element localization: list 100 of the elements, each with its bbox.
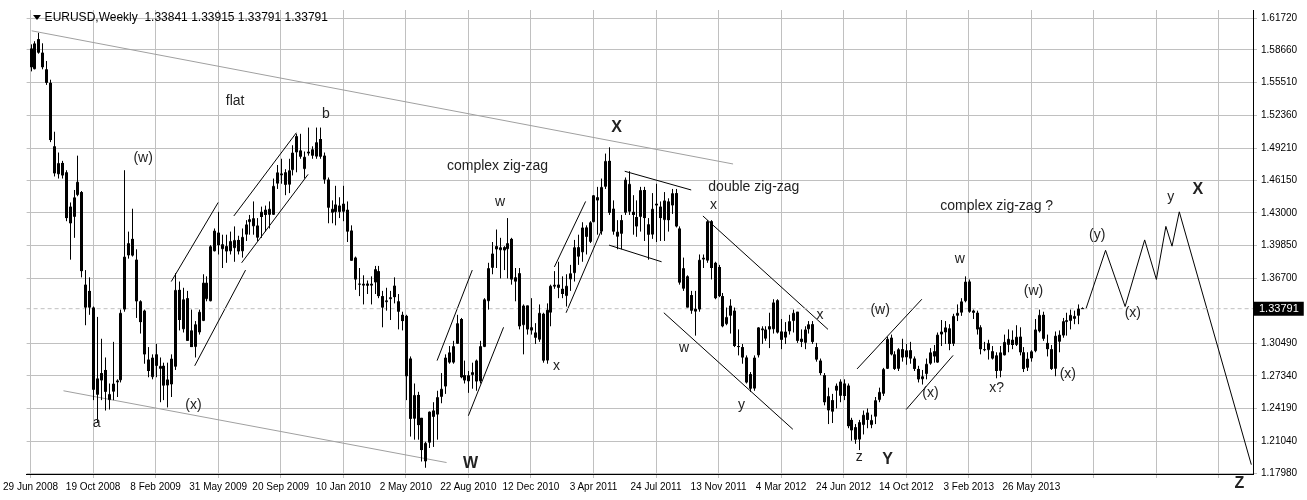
x-tick-label: 22 Aug 2010 <box>440 480 497 492</box>
y-tick-label: 1.30490 <box>1261 336 1298 348</box>
x-tick-label: 20 Sep 2009 <box>252 480 310 492</box>
annotation: (x) <box>1059 364 1076 381</box>
y-tick-label: 1.49210 <box>1261 142 1298 154</box>
annotation: (w) <box>870 301 890 318</box>
candlestick <box>831 393 834 424</box>
candlestick <box>897 347 900 372</box>
candlestick <box>651 192 654 240</box>
candlestick <box>659 200 662 242</box>
candlestick <box>909 341 912 365</box>
candlestick <box>252 200 255 236</box>
candlestick <box>1011 329 1014 350</box>
candlestick <box>882 367 885 397</box>
candlestick <box>925 358 928 380</box>
candlestick <box>944 320 947 345</box>
candlestick <box>217 211 220 255</box>
candlestick <box>632 194 635 236</box>
candlestick <box>233 225 236 263</box>
candlestick <box>753 354 756 392</box>
chart-title: EURUSD,Weekly 1.33841 1.33915 1.33791 1.33791 <box>44 10 329 25</box>
candlestick <box>854 423 857 445</box>
candlestick <box>260 206 263 239</box>
candlestick <box>999 345 1002 378</box>
candlestick <box>307 127 310 157</box>
annotation: x? <box>989 379 1005 396</box>
candlestick <box>276 164 279 190</box>
candlestick <box>655 183 658 243</box>
candlestick <box>385 287 388 312</box>
candlestick <box>131 208 134 258</box>
candlestick <box>624 177 627 216</box>
candlestick <box>30 43 33 72</box>
candlestick <box>100 338 103 401</box>
annotation: w <box>953 250 966 267</box>
x-tick-label: 13 Nov 2011 <box>690 480 747 492</box>
annotation: (w) <box>1023 281 1044 298</box>
candlestick <box>241 227 244 259</box>
candlestick <box>569 264 572 292</box>
x-tick-label: 14 Oct 2012 <box>878 480 934 492</box>
candlestick <box>104 356 107 412</box>
candlestick <box>397 293 400 330</box>
ref-line-label: 1.33791 <box>1259 301 1299 314</box>
candlestick <box>1026 351 1029 372</box>
candlestick <box>526 304 529 336</box>
candlestick <box>1042 311 1045 342</box>
candlestick <box>804 325 807 350</box>
candlestick <box>108 382 111 410</box>
y-tick-label: 1.55510 <box>1261 76 1298 88</box>
y-tick-label: 1.46150 <box>1261 173 1298 185</box>
candlestick <box>561 275 564 299</box>
candlestick <box>1062 317 1065 339</box>
candlestick <box>225 234 228 264</box>
annotation: a <box>92 413 101 430</box>
y-tick-label: 1.52360 <box>1261 109 1298 121</box>
candlestick <box>444 353 447 395</box>
candlestick <box>229 231 232 255</box>
candlestick <box>381 290 384 328</box>
candlestick <box>284 168 287 196</box>
candlestick <box>374 265 377 295</box>
candlestick <box>499 237 502 279</box>
candlestick <box>45 60 48 86</box>
candlestick <box>573 239 576 283</box>
annotation: (x) <box>922 383 939 400</box>
annotation: X <box>1192 179 1204 197</box>
candlestick <box>436 390 439 441</box>
candlestick <box>151 353 154 380</box>
candlestick <box>237 235 240 255</box>
candlestick <box>788 314 791 336</box>
annotation: y <box>1167 188 1175 205</box>
candlestick <box>123 169 126 313</box>
candlestick <box>1034 318 1037 353</box>
annotation: y <box>738 396 746 413</box>
candlestick <box>811 320 814 345</box>
candlestick <box>639 186 642 233</box>
annotation: Z <box>1234 473 1245 491</box>
candlestick <box>452 340 455 365</box>
candlestick <box>467 370 470 394</box>
candlestick <box>839 378 842 403</box>
candlestick <box>1054 330 1057 377</box>
annotation: complex zig-zag <box>446 156 549 173</box>
candlestick <box>84 269 87 326</box>
x-tick-label: 3 Apr 2011 <box>569 480 618 492</box>
annotation: Y <box>882 450 894 468</box>
candlestick <box>741 343 744 365</box>
annotation: w <box>493 192 506 209</box>
candlestick <box>506 217 509 279</box>
candlestick <box>33 40 36 70</box>
candlestick <box>667 197 670 233</box>
x-tick-label: 3 Feb 2013 <box>943 480 995 492</box>
candlestick <box>147 346 150 378</box>
candlestick <box>272 178 275 216</box>
candlestick <box>155 343 158 378</box>
candlestick <box>428 411 431 449</box>
annotation: (x) <box>185 396 202 413</box>
x-tick-label: 26 May 2013 <box>1002 480 1061 492</box>
candlestick <box>112 341 115 401</box>
annotation: x <box>709 196 717 213</box>
annotation: (y) <box>1089 226 1106 243</box>
y-tick-label: 1.36700 <box>1261 272 1298 284</box>
annotation: x <box>552 356 560 373</box>
